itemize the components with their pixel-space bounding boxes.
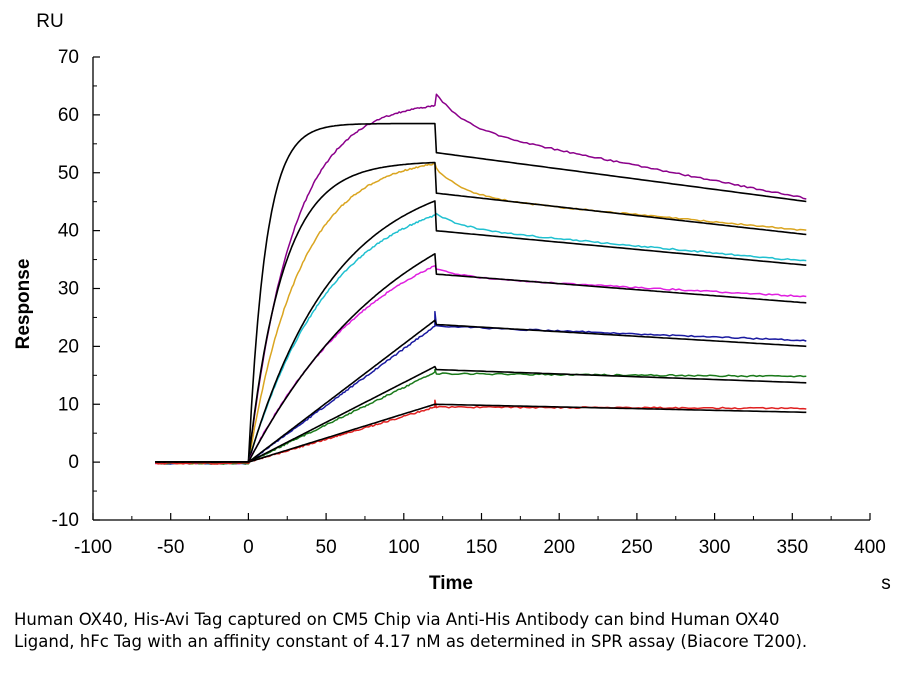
x-axis-ticks: -100 -50 0 50 100 150 200 250 300 350 400 — [74, 513, 886, 558]
fit-curve-1 — [155, 122, 807, 463]
sensorgram-curves — [154, 93, 807, 465]
x-axis-title: Time — [429, 573, 473, 594]
x-tick-label: 200 — [543, 537, 575, 558]
y-tick-label: -10 — [52, 510, 79, 531]
x-tick-label: -50 — [157, 537, 184, 558]
measured-curve-4 — [154, 212, 807, 465]
y-axis-title: Response — [13, 259, 34, 350]
x-tick-label: 350 — [776, 537, 808, 558]
fit-curve-11 — [155, 365, 807, 463]
measured-curve-2 — [155, 162, 807, 465]
figure-caption: Human OX40, His-Avi Tag captured on CM5 … — [14, 610, 808, 651]
x-tick-label: 150 — [466, 537, 498, 558]
x-tick-label: 50 — [316, 537, 337, 558]
y-tick-label: 0 — [68, 452, 79, 473]
x-tick-label: 250 — [621, 537, 653, 558]
fit-curve-3 — [155, 161, 807, 463]
y-unit-label: RU — [36, 11, 63, 32]
x-unit-label: s — [881, 573, 891, 594]
fit-curve-13 — [155, 403, 807, 463]
x-tick-label: 300 — [699, 537, 731, 558]
y-tick-label: 60 — [58, 105, 79, 126]
y-tick-label: 50 — [58, 163, 79, 184]
y-tick-label: 70 — [58, 47, 79, 68]
y-tick-label: 40 — [58, 221, 79, 242]
fit-curve-5 — [155, 200, 807, 463]
y-tick-label: 30 — [58, 279, 79, 300]
fit-curve-9 — [155, 319, 807, 463]
x-tick-label: 100 — [388, 537, 420, 558]
x-tick-label: 0 — [243, 537, 254, 558]
y-axis-ticks: -10 0 10 20 30 40 50 60 70 — [52, 47, 100, 531]
x-tick-label: -100 — [74, 537, 112, 558]
x-tick-label: 400 — [854, 537, 886, 558]
y-tick-label: 10 — [58, 394, 79, 415]
fit-curve-7 — [155, 253, 807, 463]
y-tick-label: 20 — [58, 336, 79, 357]
